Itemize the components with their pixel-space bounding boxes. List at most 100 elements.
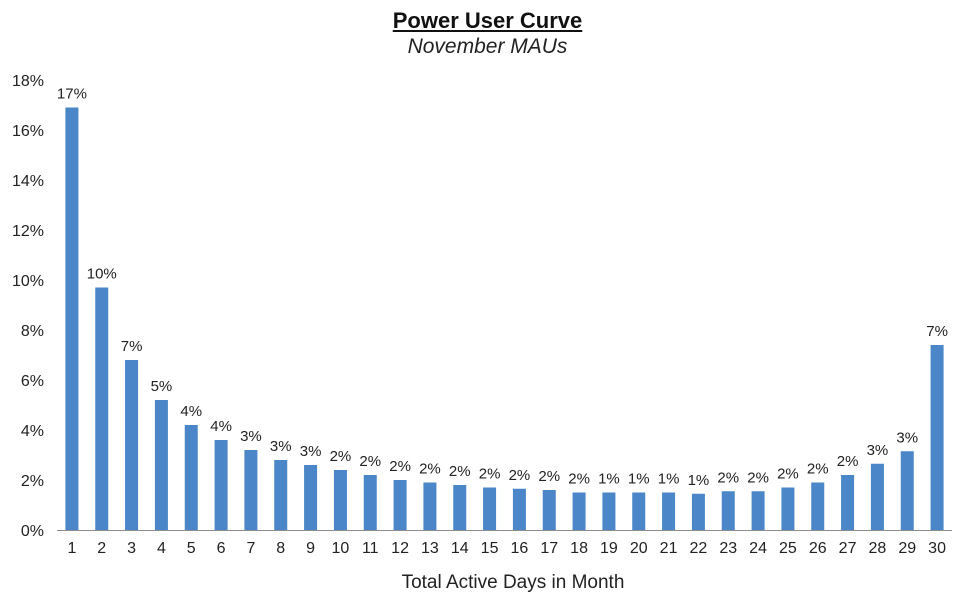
- x-tick-label: 26: [809, 540, 827, 557]
- chart-title: Power User Curve: [392, 8, 583, 33]
- bar: [900, 451, 914, 530]
- data-label: 3%: [867, 442, 889, 459]
- data-label: 2%: [419, 461, 441, 478]
- x-tick-label: 7: [246, 540, 255, 557]
- bar: [363, 475, 377, 530]
- bar: [662, 492, 676, 530]
- x-tick-label: 18: [570, 540, 588, 557]
- data-label: 3%: [240, 428, 262, 445]
- x-axis-title: Total Active Days in Month: [402, 572, 625, 593]
- x-tick-label: 29: [898, 540, 916, 557]
- x-tick-label: 12: [391, 540, 409, 557]
- data-label: 2%: [807, 461, 829, 478]
- bar: [244, 450, 258, 530]
- data-label: 4%: [210, 418, 232, 435]
- y-axis: 0% 2% 4% 6% 8% 10% 12% 14% 16% 18%: [12, 73, 44, 540]
- y-tick-label: 16%: [12, 123, 44, 140]
- x-tick-label: 11: [362, 540, 379, 557]
- bar: [333, 470, 347, 530]
- y-tick-label: 0%: [21, 523, 44, 540]
- x-tick-label: 24: [749, 540, 767, 557]
- bar: [632, 492, 646, 530]
- bar: [125, 360, 139, 530]
- data-label: 3%: [270, 438, 292, 455]
- x-tick-label: 23: [719, 540, 737, 557]
- x-tick-label: 16: [511, 540, 529, 557]
- data-label: 2%: [330, 448, 352, 465]
- chart-subtitle: November MAUs: [407, 35, 568, 58]
- bar: [841, 475, 855, 530]
- x-tick-label: 28: [869, 540, 887, 557]
- y-tick-label: 14%: [12, 173, 44, 190]
- data-label: 2%: [509, 467, 531, 484]
- data-label: 17%: [57, 86, 87, 103]
- bar: [154, 400, 168, 530]
- x-tick-label: 6: [217, 540, 226, 557]
- x-tick-label: 20: [630, 540, 648, 557]
- y-tick-label: 12%: [12, 223, 44, 240]
- bar: [572, 492, 586, 530]
- data-label: 2%: [359, 453, 381, 470]
- x-tick-label: 3: [127, 540, 136, 557]
- bar: [95, 287, 109, 530]
- bar: [930, 345, 944, 530]
- x-tick-label: 10: [332, 540, 350, 557]
- x-tick-label: 19: [600, 540, 618, 557]
- y-tick-label: 8%: [21, 323, 44, 340]
- x-tick-label: 5: [187, 540, 196, 557]
- data-label: 3%: [300, 443, 322, 460]
- data-label: 2%: [538, 468, 560, 485]
- data-label: 1%: [628, 471, 650, 488]
- data-label: 1%: [598, 471, 620, 488]
- bar: [691, 493, 705, 530]
- y-tick-label: 6%: [21, 373, 44, 390]
- data-label: 5%: [151, 378, 173, 395]
- data-label: 2%: [717, 469, 739, 486]
- x-tick-label: 14: [451, 540, 469, 557]
- x-tick-label: 13: [421, 540, 439, 557]
- bar: [781, 487, 795, 530]
- bar: [423, 482, 437, 530]
- data-label: 7%: [121, 338, 143, 355]
- bar: [483, 487, 497, 530]
- x-tick-label: 30: [928, 540, 946, 557]
- x-tick-label: 15: [481, 540, 499, 557]
- x-tick-label: 22: [690, 540, 708, 557]
- bar: [721, 491, 735, 530]
- x-tick-label: 8: [276, 540, 285, 557]
- x-tick-label: 4: [157, 540, 166, 557]
- y-tick-label: 10%: [12, 273, 44, 290]
- y-tick-label: 18%: [12, 73, 44, 90]
- data-label: 2%: [449, 463, 471, 480]
- bar: [542, 490, 556, 530]
- bar: [214, 440, 228, 530]
- bar: [512, 488, 526, 530]
- bar: [393, 480, 407, 530]
- x-tick-label: 1: [67, 540, 76, 557]
- data-label: 2%: [389, 458, 411, 475]
- y-tick-label: 2%: [21, 473, 44, 490]
- data-label: 2%: [568, 471, 590, 488]
- x-tick-label: 9: [306, 540, 315, 557]
- bar: [65, 107, 79, 530]
- bar: [184, 425, 198, 530]
- bar: [274, 460, 288, 530]
- x-tick-label: 25: [779, 540, 797, 557]
- data-label: 3%: [896, 429, 918, 446]
- data-label: 2%: [747, 469, 769, 486]
- bar: [870, 463, 884, 530]
- bar: [602, 492, 616, 530]
- x-tick-label: 2: [97, 540, 106, 557]
- x-tick-label: 27: [839, 540, 857, 557]
- x-axis: 1 2 3 4 5 6 7 8 9 10 11 12 13 14 15 16 17 18 19 20 21 22 23 24 2…: [57, 530, 952, 557]
- x-tick-label: 21: [660, 540, 678, 557]
- bar: [811, 482, 825, 530]
- data-label: 4%: [180, 403, 202, 420]
- y-tick-label: 4%: [21, 423, 44, 440]
- data-label: 2%: [837, 453, 859, 470]
- data-label: 1%: [658, 471, 680, 488]
- data-label: 2%: [479, 466, 501, 483]
- x-tick-label: 17: [540, 540, 558, 557]
